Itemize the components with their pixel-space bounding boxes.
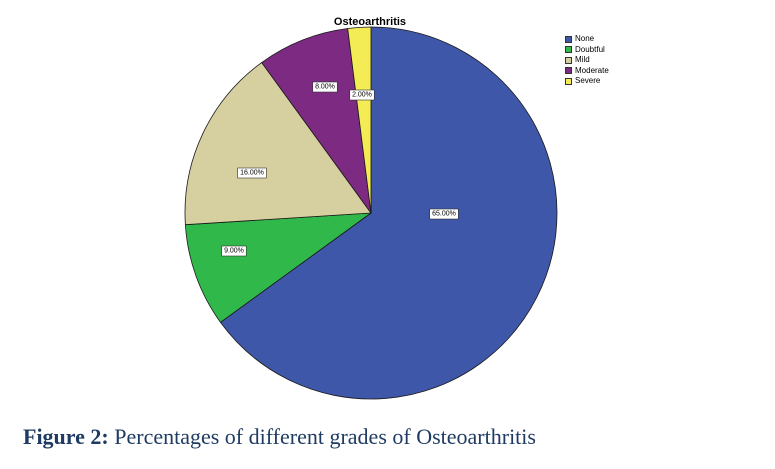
legend-label: Mild — [575, 55, 590, 64]
svg-text:16.00%: 16.00% — [240, 170, 264, 177]
legend-swatch — [565, 46, 572, 54]
legend-swatch — [565, 77, 572, 85]
svg-text:8.00%: 8.00% — [315, 84, 335, 91]
pie-slice-moderate — [261, 28, 372, 214]
legend-item-none: None — [565, 34, 609, 45]
data-label-doubtful: 9.00% — [221, 245, 247, 257]
svg-text:65.00%: 65.00% — [432, 211, 456, 218]
legend-swatch — [565, 67, 572, 75]
legend-item-severe: Severe — [565, 76, 609, 87]
pie-slice-mild — [184, 61, 372, 226]
pie-slice-none — [219, 26, 558, 400]
legend-label: Severe — [575, 76, 601, 85]
legend-item-moderate: Moderate — [565, 66, 609, 77]
figure-caption: Figure 2: Percentages of different grade… — [23, 424, 763, 450]
legend-label: None — [575, 34, 595, 43]
pie-slice-doubtful — [184, 212, 373, 323]
svg-text:2.00%: 2.00% — [352, 92, 372, 99]
data-label-severe: 2.00% — [349, 89, 375, 101]
legend-swatch — [565, 35, 572, 43]
pie-chart-svg: 65.00% 9.00% 16.00% 8.00% 2.00% — [184, 26, 558, 400]
data-label-moderate: 8.00% — [312, 81, 338, 93]
legend-item-mild: Mild — [565, 55, 609, 66]
legend: None Doubtful Mild Moderate Severe — [565, 34, 609, 87]
legend-label: Doubtful — [575, 44, 605, 54]
pie-slice-severe — [347, 26, 372, 214]
legend-swatch — [565, 56, 572, 64]
svg-text:9.00%: 9.00% — [224, 248, 244, 255]
chart-title: Osteoarthritis — [333, 16, 407, 28]
pie-chart: Osteoarthritis 65.00% 9.00% 16.00% 8.00% 2.0… — [184, 16, 609, 400]
legend-label: Moderate — [575, 65, 609, 75]
figure-caption-text: Percentages of different grades of Osteo… — [108, 424, 536, 449]
figure-caption-label: Figure 2: — [23, 424, 109, 449]
legend-item-doubtful: Doubtful — [565, 45, 609, 56]
data-label-none: 65.00% — [429, 208, 459, 220]
data-label-mild: 16.00% — [237, 167, 267, 179]
